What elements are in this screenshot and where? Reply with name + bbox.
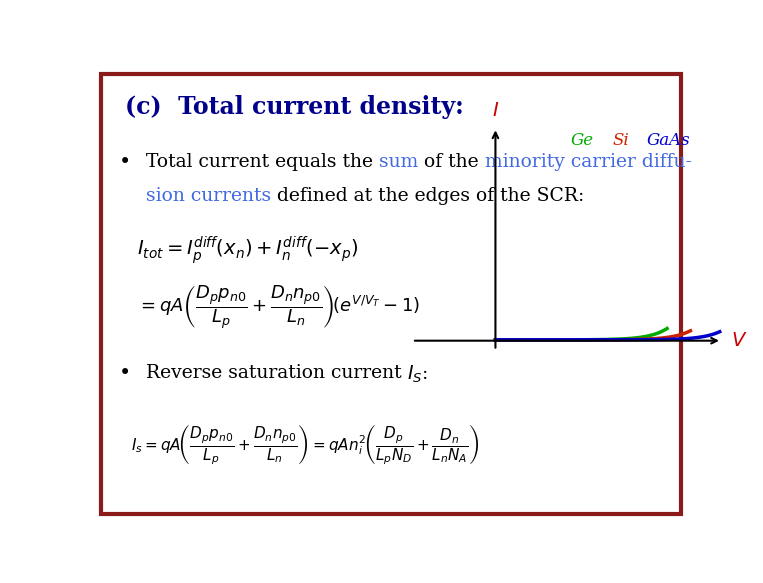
- Text: minority carrier diffu-: minority carrier diffu-: [485, 153, 691, 171]
- Text: $I$: $I$: [492, 101, 499, 120]
- Text: $I_s = qA\!\left(\dfrac{D_p p_{n0}}{L_p} + \dfrac{D_n n_{p0}}{L_n}\right) = qAn_: $I_s = qA\!\left(\dfrac{D_p p_{n0}}{L_p}…: [131, 422, 479, 467]
- Text: $V$: $V$: [731, 332, 747, 350]
- Text: defined at the edges of the SCR:: defined at the edges of the SCR:: [271, 187, 584, 205]
- Text: $= qA\left(\dfrac{D_p p_{n0}}{L_p} + \dfrac{D_n n_{p0}}{L_n}\right)\!\left(e^{V/: $= qA\left(\dfrac{D_p p_{n0}}{L_p} + \df…: [137, 283, 420, 331]
- Text: sion currents: sion currents: [146, 187, 271, 205]
- Text: Reverse saturation current: Reverse saturation current: [146, 364, 407, 382]
- Text: $I_{tot} = I_p^{diff}(x_n) + I_n^{diff}(-x_p)$: $I_{tot} = I_p^{diff}(x_n) + I_n^{diff}(…: [137, 234, 358, 266]
- Text: •: •: [119, 153, 131, 172]
- Text: of the: of the: [418, 153, 485, 171]
- Text: sum: sum: [378, 153, 418, 171]
- Text: Ge: Ge: [570, 132, 594, 149]
- Text: Si: Si: [612, 132, 629, 149]
- Text: $I_S$:: $I_S$:: [407, 364, 428, 385]
- Text: Total current equals the: Total current equals the: [146, 153, 378, 171]
- Text: (c)  Total current density:: (c) Total current density:: [125, 94, 464, 119]
- Text: •: •: [119, 364, 131, 383]
- Text: GaAs: GaAs: [646, 132, 690, 149]
